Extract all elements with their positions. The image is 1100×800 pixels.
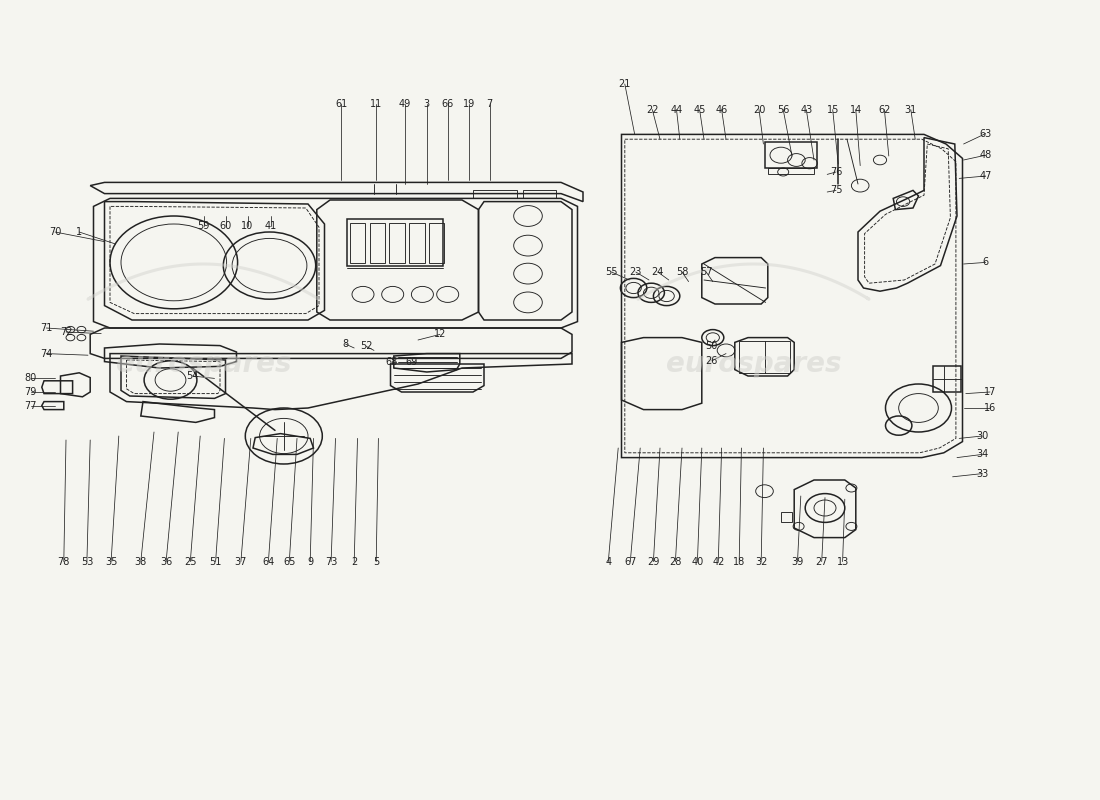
Text: 73: 73 xyxy=(324,557,338,566)
Text: 79: 79 xyxy=(24,387,37,397)
Text: 27: 27 xyxy=(815,557,828,566)
Bar xyxy=(764,142,817,168)
Text: 29: 29 xyxy=(647,557,660,566)
Text: 64: 64 xyxy=(262,557,275,566)
Text: 10: 10 xyxy=(241,221,254,230)
Text: 22: 22 xyxy=(646,105,659,114)
Text: 5: 5 xyxy=(373,557,380,566)
Text: 72: 72 xyxy=(59,327,73,337)
Text: 42: 42 xyxy=(712,557,725,566)
Text: 69: 69 xyxy=(405,358,418,367)
Text: 9: 9 xyxy=(307,557,314,566)
Text: 39: 39 xyxy=(791,557,804,566)
Text: 37: 37 xyxy=(234,557,248,566)
Bar xyxy=(346,219,443,266)
Bar xyxy=(768,168,814,174)
Text: 34: 34 xyxy=(976,450,989,459)
Text: 50: 50 xyxy=(705,341,718,350)
Text: 60: 60 xyxy=(219,221,232,230)
Text: 16: 16 xyxy=(983,403,997,413)
Text: 51: 51 xyxy=(209,557,222,566)
Text: 38: 38 xyxy=(134,557,147,566)
Text: 77: 77 xyxy=(24,401,37,410)
Text: 55: 55 xyxy=(605,267,618,277)
Bar xyxy=(473,190,517,198)
Text: 4: 4 xyxy=(605,557,612,566)
Text: 46: 46 xyxy=(715,105,728,114)
Bar xyxy=(370,223,385,263)
Bar xyxy=(350,223,365,263)
Text: 58: 58 xyxy=(675,267,689,277)
Text: 1: 1 xyxy=(76,227,82,237)
Text: 67: 67 xyxy=(624,557,637,566)
Bar xyxy=(739,341,790,373)
Text: 8: 8 xyxy=(342,339,349,349)
Text: 43: 43 xyxy=(800,105,813,114)
Text: 62: 62 xyxy=(878,105,891,114)
Text: 30: 30 xyxy=(976,431,989,441)
Text: 74: 74 xyxy=(40,349,53,358)
Text: 52: 52 xyxy=(360,342,373,351)
Text: 54: 54 xyxy=(186,371,199,381)
Text: 12: 12 xyxy=(433,330,447,339)
Text: 32: 32 xyxy=(755,557,768,566)
Text: 11: 11 xyxy=(370,99,383,109)
Text: 49: 49 xyxy=(398,99,411,109)
Text: 76: 76 xyxy=(829,167,843,177)
Text: 20: 20 xyxy=(752,105,766,114)
Text: 68: 68 xyxy=(385,357,398,366)
Text: 13: 13 xyxy=(836,557,849,566)
Text: eurospares: eurospares xyxy=(116,350,292,378)
Text: 78: 78 xyxy=(57,557,70,566)
Bar xyxy=(389,223,405,263)
Text: 56: 56 xyxy=(777,105,790,114)
Text: 21: 21 xyxy=(618,79,631,89)
Text: 17: 17 xyxy=(983,387,997,397)
Text: 48: 48 xyxy=(979,150,992,160)
Bar xyxy=(409,223,425,263)
Text: 44: 44 xyxy=(670,105,683,114)
Text: 24: 24 xyxy=(651,267,664,277)
Text: 65: 65 xyxy=(283,557,296,566)
Text: 61: 61 xyxy=(334,99,348,109)
Text: 41: 41 xyxy=(264,221,277,230)
Text: 36: 36 xyxy=(160,557,173,566)
Text: 7: 7 xyxy=(486,99,493,109)
Text: 23: 23 xyxy=(629,267,642,277)
Text: eurospares: eurospares xyxy=(666,350,842,378)
Text: 63: 63 xyxy=(979,129,992,138)
Text: 2: 2 xyxy=(351,557,358,566)
Text: 6: 6 xyxy=(982,258,989,267)
Text: 70: 70 xyxy=(48,227,62,237)
Text: 75: 75 xyxy=(829,186,843,195)
Text: 25: 25 xyxy=(184,557,197,566)
Text: 31: 31 xyxy=(904,105,917,114)
Text: 26: 26 xyxy=(705,356,718,366)
Text: 57: 57 xyxy=(700,267,713,277)
Bar xyxy=(429,223,444,263)
Text: 28: 28 xyxy=(669,557,682,566)
Text: 14: 14 xyxy=(849,105,862,114)
Text: 40: 40 xyxy=(691,557,704,566)
Text: 47: 47 xyxy=(979,171,992,181)
Text: 19: 19 xyxy=(462,99,475,109)
Bar xyxy=(933,366,961,392)
Text: 33: 33 xyxy=(976,469,989,478)
Text: 66: 66 xyxy=(441,99,454,109)
Text: 45: 45 xyxy=(693,105,706,114)
Text: 15: 15 xyxy=(826,105,839,114)
Text: 71: 71 xyxy=(40,323,53,333)
Text: 3: 3 xyxy=(424,99,430,109)
Text: 18: 18 xyxy=(733,557,746,566)
Text: 35: 35 xyxy=(104,557,118,566)
Bar xyxy=(522,190,556,198)
Text: 59: 59 xyxy=(197,221,210,230)
Text: 53: 53 xyxy=(80,557,94,566)
Text: 80: 80 xyxy=(24,374,37,383)
